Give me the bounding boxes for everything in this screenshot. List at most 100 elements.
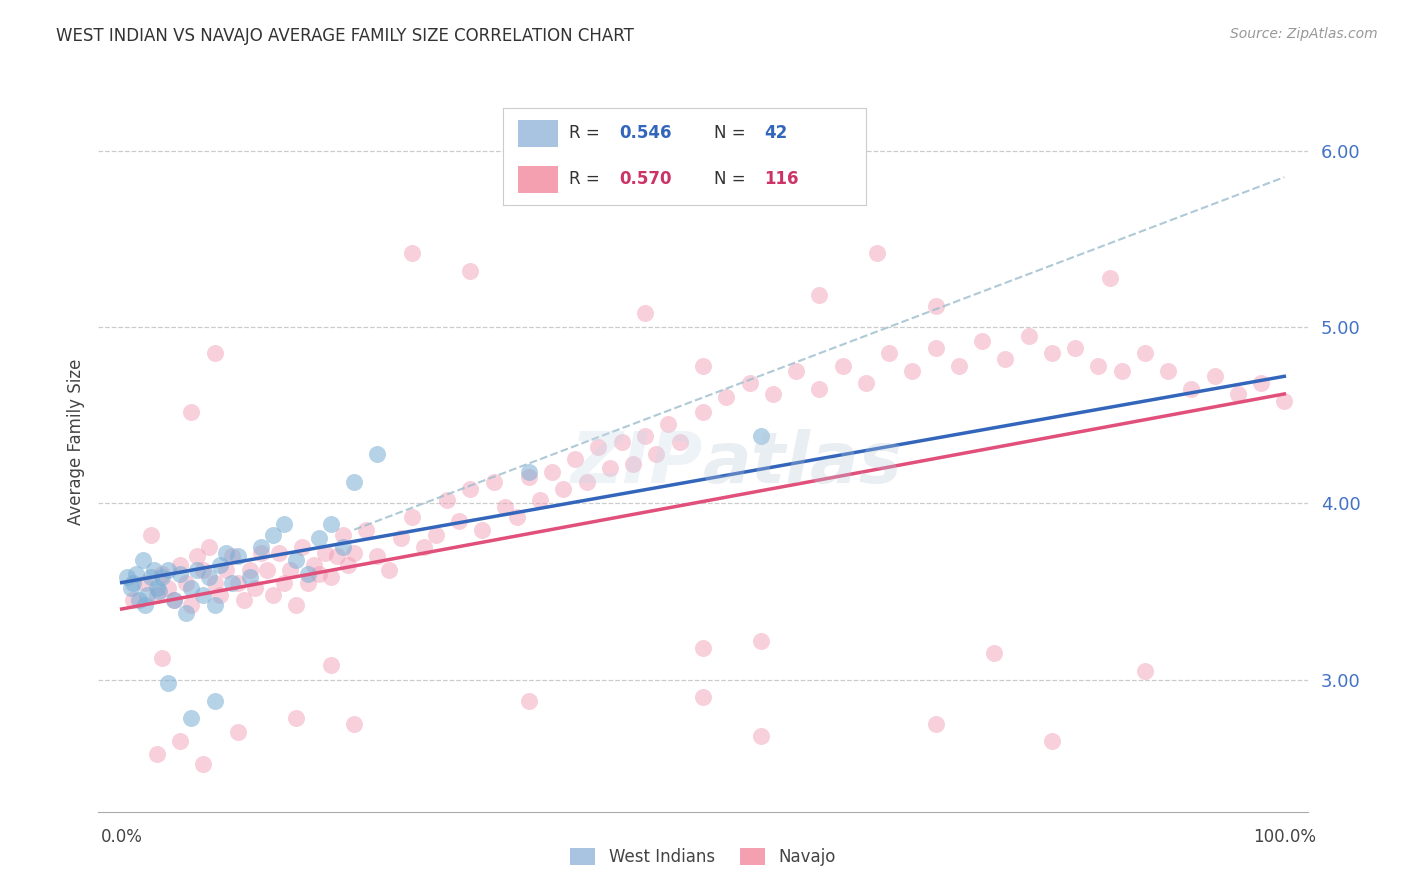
Point — [808, 288, 831, 302]
Text: WEST INDIAN VS NAVAJO AVERAGE FAMILY SIZE CORRELATION CHART: WEST INDIAN VS NAVAJO AVERAGE FAMILY SIZ… — [56, 27, 634, 45]
Point — [354, 523, 377, 537]
Point — [692, 359, 714, 373]
Point — [136, 588, 159, 602]
Point — [215, 545, 238, 560]
Point — [553, 482, 575, 496]
Point — [1098, 270, 1121, 285]
Point — [221, 549, 243, 563]
Point — [198, 570, 221, 584]
Point — [948, 359, 970, 373]
Point — [191, 757, 214, 772]
Point — [1133, 664, 1156, 678]
Point — [319, 658, 342, 673]
Point — [273, 517, 295, 532]
Point — [191, 563, 214, 577]
Point — [599, 461, 621, 475]
Point — [366, 549, 388, 563]
Point — [262, 528, 284, 542]
Point — [343, 716, 366, 731]
Point — [143, 563, 166, 577]
Point — [169, 566, 191, 581]
Point — [139, 528, 162, 542]
Point — [180, 599, 202, 613]
Point — [124, 566, 146, 581]
Point — [1157, 364, 1180, 378]
Point — [1133, 346, 1156, 360]
Point — [855, 376, 877, 391]
Point — [564, 452, 586, 467]
Point — [668, 434, 690, 449]
Point — [204, 599, 226, 613]
Point — [169, 734, 191, 748]
Text: atlas: atlas — [703, 429, 903, 499]
Legend: West Indians, Navajo: West Indians, Navajo — [562, 840, 844, 875]
Point — [924, 716, 946, 731]
Point — [692, 404, 714, 418]
Point — [139, 570, 162, 584]
Point — [337, 558, 360, 572]
Point — [645, 447, 668, 461]
Point — [120, 581, 142, 595]
Point — [145, 581, 167, 595]
Point — [657, 417, 679, 431]
Point — [1180, 382, 1202, 396]
Point — [634, 306, 657, 320]
Point — [131, 552, 153, 566]
Point — [180, 404, 202, 418]
Point — [226, 575, 249, 590]
Point — [540, 465, 562, 479]
Point — [425, 528, 447, 542]
Point — [738, 376, 761, 391]
Point — [447, 514, 470, 528]
Point — [634, 429, 657, 443]
Point — [226, 725, 249, 739]
Point — [471, 523, 494, 537]
Point — [221, 575, 243, 590]
Point — [1040, 734, 1063, 748]
Point — [716, 391, 738, 405]
Point — [174, 606, 197, 620]
Point — [378, 563, 401, 577]
Point — [749, 729, 772, 743]
Point — [1272, 394, 1295, 409]
Point — [204, 694, 226, 708]
Point — [460, 263, 482, 277]
Point — [1018, 328, 1040, 343]
Y-axis label: Average Family Size: Average Family Size — [66, 359, 84, 524]
Point — [174, 575, 197, 590]
Point — [285, 599, 308, 613]
Point — [291, 541, 314, 555]
Point — [749, 633, 772, 648]
Point — [302, 558, 325, 572]
Point — [163, 593, 186, 607]
Point — [506, 510, 529, 524]
Point — [994, 351, 1017, 366]
Point — [186, 563, 208, 577]
Point — [204, 346, 226, 360]
Point — [401, 246, 423, 260]
Point — [494, 500, 516, 514]
Point — [319, 517, 342, 532]
Point — [285, 711, 308, 725]
Point — [157, 563, 180, 577]
Point — [278, 563, 301, 577]
Point — [134, 575, 156, 590]
Point — [517, 694, 540, 708]
Point — [866, 246, 889, 260]
Point — [517, 465, 540, 479]
Point — [239, 563, 262, 577]
Point — [1087, 359, 1109, 373]
Point — [308, 566, 330, 581]
Point — [250, 541, 273, 555]
Point — [332, 541, 354, 555]
Point — [575, 475, 598, 489]
Point — [1064, 341, 1087, 355]
Point — [401, 510, 423, 524]
Point — [314, 545, 336, 560]
Point — [245, 581, 267, 595]
Point — [117, 570, 139, 584]
Point — [1111, 364, 1133, 378]
Point — [180, 581, 202, 595]
Point — [610, 434, 633, 449]
Point — [134, 599, 156, 613]
